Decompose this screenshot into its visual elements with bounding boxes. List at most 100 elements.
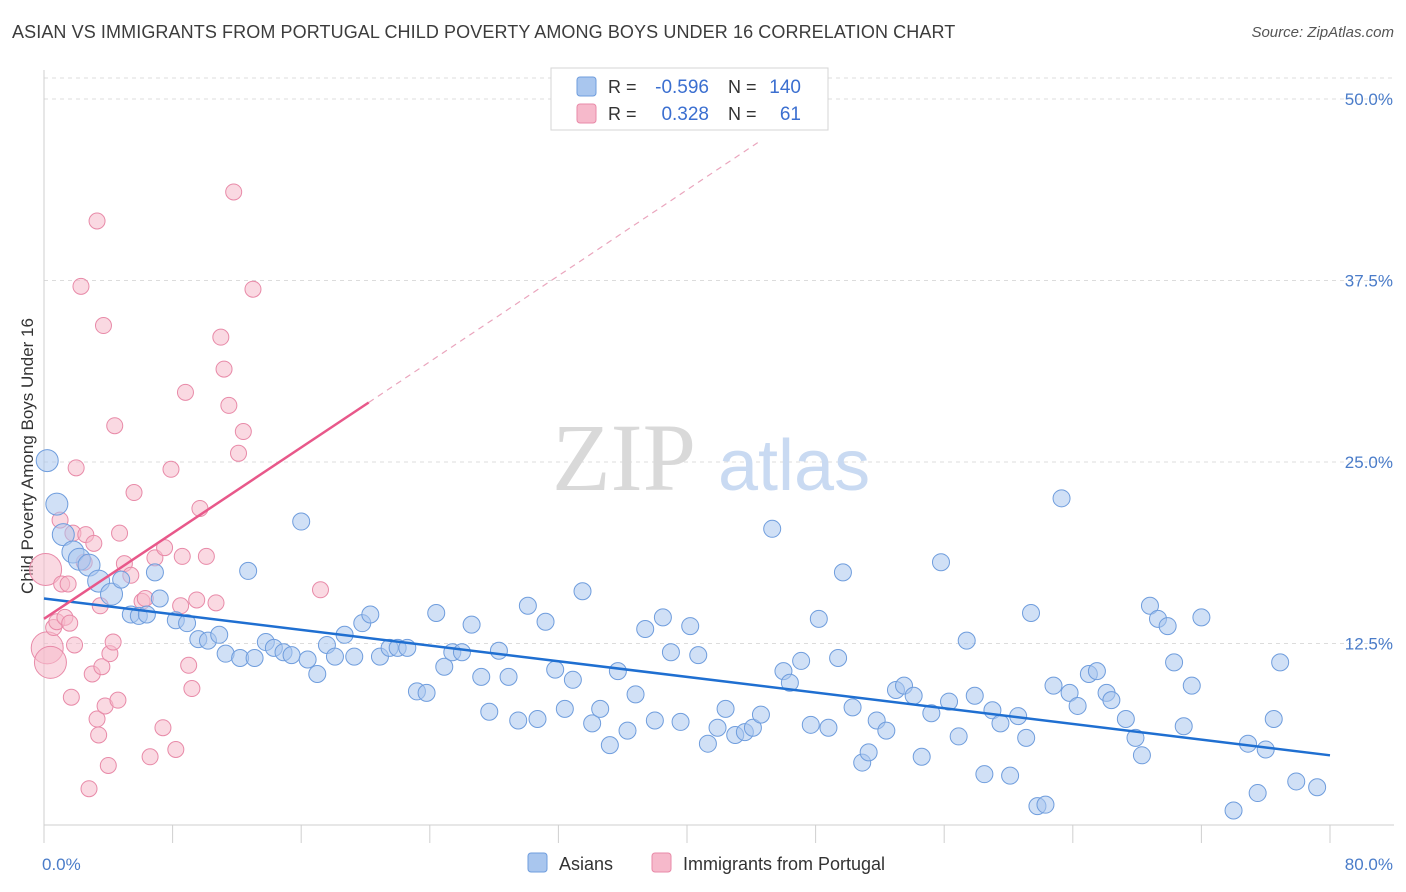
asian-point	[608, 662, 627, 681]
trend-lines	[43, 142, 1331, 757]
asian-point	[1102, 691, 1121, 710]
portugal-point	[111, 524, 129, 542]
asian-point	[528, 710, 547, 729]
portugal-point	[311, 581, 329, 599]
portugal-point	[109, 691, 127, 709]
asian-point	[681, 617, 700, 636]
legend-n-label-portugal: N =	[728, 104, 757, 124]
asian-point	[45, 492, 69, 516]
asian-point	[716, 699, 735, 718]
asian-point	[462, 615, 481, 634]
watermark-zip: ZIP	[552, 404, 696, 511]
asian-point	[1287, 772, 1306, 791]
asian-point	[975, 765, 994, 784]
asian-point	[912, 747, 931, 766]
asian-point	[819, 718, 838, 737]
asian-point	[1174, 717, 1193, 736]
asian-point	[931, 553, 950, 572]
asian-point	[1192, 608, 1211, 627]
asian-point	[1224, 801, 1243, 820]
asian-point	[1271, 653, 1290, 672]
y-axis-label: Child Poverty Among Boys Under 16	[18, 318, 37, 594]
asian-point	[1256, 740, 1275, 759]
asian-point	[509, 711, 528, 730]
portugal-point	[66, 636, 84, 654]
x-axis-ticks	[43, 825, 1331, 843]
y-tick-label: 37.5%	[1345, 272, 1393, 291]
portugal-point	[90, 726, 108, 744]
asian-point	[763, 519, 782, 538]
asian-point	[145, 563, 164, 582]
series-legend-swatch-asian	[527, 852, 548, 873]
asian-point	[877, 721, 896, 740]
asian-point	[829, 649, 848, 668]
portugal-point	[207, 594, 225, 612]
asian-point	[1001, 766, 1020, 785]
portugal-point	[197, 547, 215, 565]
watermark: ZIP atlas	[552, 404, 870, 511]
y-tick-label: 25.0%	[1345, 453, 1393, 472]
asian-point	[452, 643, 471, 662]
asian-point	[833, 563, 852, 582]
asian-point	[801, 715, 820, 734]
portugal-point	[183, 680, 201, 698]
asian-point	[1022, 604, 1041, 623]
portugal-point	[173, 547, 191, 565]
watermark-atlas: atlas	[718, 426, 870, 506]
asian-point	[210, 625, 229, 644]
asian-point	[843, 698, 862, 717]
asian-point	[417, 683, 436, 702]
asian-point	[583, 714, 602, 733]
portugal-point	[162, 460, 180, 478]
portugal-point	[88, 212, 106, 230]
asian-point	[573, 582, 592, 601]
legend-r-value-portugal: 0.328	[661, 104, 709, 125]
source-label: Source: ZipAtlas.com	[1251, 24, 1394, 41]
asian-point	[1140, 596, 1159, 615]
asian-point	[325, 647, 344, 666]
portugal-point	[33, 645, 67, 679]
portugal-point	[212, 328, 230, 346]
asian-point	[1052, 489, 1071, 508]
asian-point	[282, 646, 301, 665]
asian-point	[1087, 662, 1106, 681]
asian-point	[751, 705, 770, 724]
asian-point	[472, 667, 491, 686]
legend-n-value-asian: 140	[769, 77, 801, 98]
legend-swatch-asian	[576, 76, 597, 97]
asian-point	[636, 619, 655, 638]
asian-point	[1126, 728, 1145, 747]
portugal-point	[93, 658, 111, 676]
portugal-point	[104, 633, 122, 651]
series-legend: Asians Immigrants from Portugal	[527, 852, 885, 874]
legend-box	[550, 67, 829, 131]
legend-r-value-asian: -0.596	[655, 77, 709, 98]
asian-point	[178, 614, 197, 633]
portugal-point	[154, 719, 172, 737]
asian-point	[653, 608, 672, 627]
asian-point	[1036, 795, 1055, 814]
asian-point	[591, 699, 610, 718]
asian-point	[546, 660, 565, 679]
asian-point	[427, 604, 446, 623]
portugal-point	[29, 552, 63, 586]
asian-point	[618, 721, 637, 740]
asian-point	[1308, 778, 1327, 797]
asian-point	[292, 512, 311, 531]
asian-point	[345, 647, 364, 666]
asian-point	[1060, 683, 1079, 702]
legend-n-value-portugal: 61	[780, 104, 801, 125]
asian-point	[626, 685, 645, 704]
portugal-point	[141, 748, 159, 766]
asian-point	[245, 649, 264, 668]
asian-point	[112, 570, 131, 589]
portugal-point	[125, 484, 143, 502]
portugal-point	[220, 396, 238, 414]
asian-point	[489, 641, 508, 660]
asian-point	[518, 596, 537, 615]
asian-point	[499, 667, 518, 686]
asian-point	[435, 657, 454, 676]
asian-point	[991, 714, 1010, 733]
asian-point	[957, 631, 976, 650]
asian-point	[743, 718, 762, 737]
